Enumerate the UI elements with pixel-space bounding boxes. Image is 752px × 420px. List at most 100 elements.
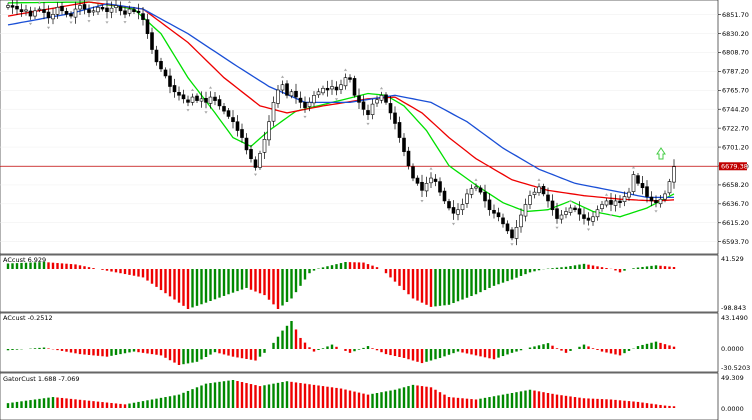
candle-body	[132, 9, 136, 12]
candle-body	[636, 175, 640, 184]
candle-body	[109, 7, 114, 13]
candle-body	[442, 190, 447, 202]
candle-body	[505, 223, 510, 232]
candle-body	[195, 95, 199, 101]
fractal-up-icon	[190, 88, 195, 92]
candle-body	[537, 186, 541, 193]
candle-body	[42, 9, 46, 13]
candle-body	[172, 85, 177, 93]
candle-body	[456, 209, 460, 215]
candle-body	[145, 19, 150, 34]
candle-body	[658, 198, 663, 205]
fractal-down-icon	[510, 243, 514, 246]
candle-body	[235, 121, 240, 131]
candle-body	[532, 191, 537, 195]
candle-body	[582, 214, 586, 219]
candle-body	[460, 204, 465, 211]
candle-body	[546, 194, 550, 202]
price-axis-tick-label: 6808.70	[722, 49, 749, 57]
ac-custom-label: ACcust 6.929	[3, 256, 46, 264]
candle-body	[100, 6, 105, 10]
candle-body	[28, 10, 33, 17]
candle-body	[514, 227, 519, 239]
buy-signal-arrow-icon	[656, 147, 666, 160]
ac-custom-panel[interactable]: ACcust 6.929 41.529 -98.843	[0, 254, 746, 313]
fractal-down-icon	[253, 173, 258, 176]
candle-body	[447, 201, 451, 209]
candle-body	[339, 84, 343, 90]
candle-body	[226, 110, 231, 117]
price-axis-tick-label: 6636.70	[722, 200, 749, 208]
candle-body	[492, 209, 496, 214]
ao-custom-histogram	[6, 321, 676, 365]
ao-custom-label: ACcust -0.2512	[3, 314, 53, 322]
gator-custom-y-tick-top: 49.309	[721, 374, 744, 382]
candle-body	[298, 97, 303, 103]
fractal-down-icon	[555, 226, 559, 230]
fractal-up-icon	[280, 75, 285, 78]
candle-body	[564, 211, 568, 215]
candle-body	[402, 137, 406, 152]
candle-body	[253, 159, 258, 168]
candle-body	[51, 14, 55, 20]
candle-body	[244, 137, 249, 151]
candle-body	[199, 98, 204, 102]
candle-body	[478, 187, 483, 193]
fractal-down-icon	[186, 109, 190, 112]
candle-body	[559, 214, 564, 220]
candle-body	[87, 9, 91, 13]
candle-body	[519, 214, 523, 228]
fractal-down-icon	[46, 26, 51, 30]
candle-body	[231, 117, 235, 123]
candle-body	[577, 208, 582, 215]
candle-body	[19, 9, 24, 12]
fractal-down-icon	[451, 222, 456, 226]
candle-body	[510, 229, 514, 239]
price-axis-tick-label: 6658.20	[722, 181, 749, 189]
candle-body	[649, 196, 654, 202]
fractal-up-icon	[631, 166, 636, 169]
candle-body	[595, 209, 600, 218]
candle-body	[348, 77, 352, 80]
ao-custom-y-tick-zero: 0.0000	[721, 345, 744, 353]
candle-body	[321, 87, 325, 94]
fractal-down-icon	[87, 20, 91, 23]
fractal-up-icon	[127, 0, 132, 4]
candle-body	[15, 5, 19, 10]
fractal-down-icon	[609, 214, 613, 217]
candle-body	[613, 200, 618, 206]
ac-custom-y-tick-top: 41.529	[721, 255, 744, 263]
fractal-down-icon	[654, 210, 658, 213]
candle-body	[64, 11, 69, 15]
candle-body	[631, 174, 636, 192]
fractal-down-icon	[586, 228, 591, 231]
candle-body	[240, 129, 244, 138]
candle-body	[528, 195, 532, 205]
candle-body	[217, 99, 222, 107]
gator-custom-label: GatorCust 1.688 -7.069	[3, 375, 80, 383]
candle-body	[285, 83, 289, 96]
fractal-down-icon	[105, 21, 109, 24]
fractal-up-icon	[343, 68, 348, 71]
candle-body	[289, 91, 294, 97]
candle-body	[127, 8, 132, 14]
candle-body	[10, 5, 15, 8]
price-axis-tick-label: 6615.20	[722, 219, 749, 227]
candle-body	[433, 178, 438, 182]
candle-body	[411, 166, 415, 179]
candle-body	[451, 207, 456, 214]
ao-custom-panel[interactable]: ACcust -0.2512 43.1490 0.0000 -30.5203	[0, 312, 750, 373]
candle-body	[388, 103, 393, 114]
ao-custom-y-tick-top: 43.1490	[721, 314, 748, 322]
candle-body	[280, 84, 285, 91]
candle-body	[609, 200, 613, 205]
fractal-up-icon	[568, 199, 573, 202]
gator-custom-panel[interactable]: GatorCust 1.688 -7.069 49.309 0.0000	[0, 372, 744, 420]
candle-body	[325, 87, 330, 91]
fractal-markers	[28, 0, 658, 246]
candle-body	[424, 183, 429, 192]
candle-body	[24, 9, 28, 12]
price-chart-panel[interactable]	[0, 0, 719, 255]
price-axis-tick-label: 6593.70	[722, 238, 749, 246]
candle-body	[262, 139, 267, 153]
